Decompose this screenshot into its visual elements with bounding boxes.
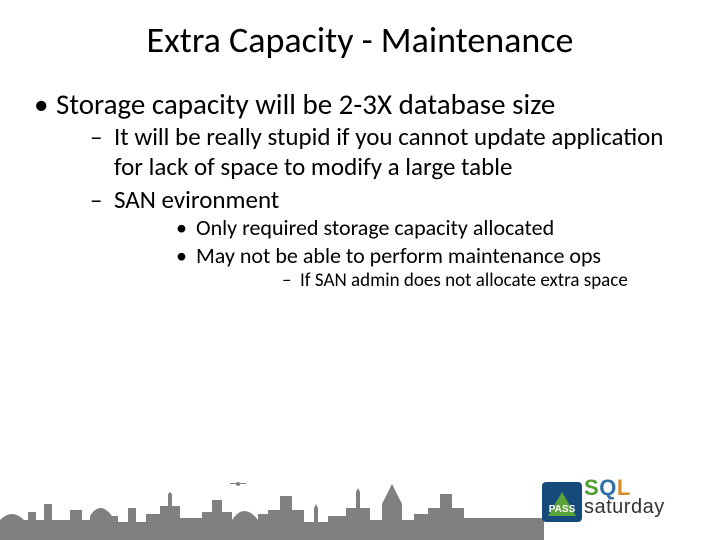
pass-badge-icon: PASS (542, 482, 582, 522)
pass-label: PASS (549, 504, 576, 515)
bullet-lvl3: Only required storage capacity allocated (176, 215, 690, 241)
slide-body: Storage capacity will be 2-3X database s… (30, 86, 690, 298)
slide-title: Extra Capacity - Maintenance (0, 18, 720, 62)
bullet-list-lvl3: Only required storage capacity allocated… (114, 215, 690, 293)
bullet-lvl4: If SAN admin does not allocate extra spa… (282, 270, 690, 293)
bullet-text: If SAN admin does not allocate extra spa… (300, 269, 628, 292)
logo-saturday-text: saturday (584, 496, 665, 519)
bullet-lvl1: Storage capacity will be 2-3X database s… (30, 86, 690, 292)
bullet-text: Only required storage capacity allocated (196, 214, 554, 241)
logo-text-group: SQL saturday (584, 476, 665, 519)
bullet-text: Storage capacity will be 2-3X database s… (56, 86, 555, 122)
bullet-lvl3: May not be able to perform maintenance o… (176, 243, 690, 292)
bullet-list-lvl1: Storage capacity will be 2-3X database s… (30, 86, 690, 292)
bullet-lvl2: It will be really stupid if you cannot u… (90, 122, 690, 181)
bullet-text: It will be really stupid if you cannot u… (114, 121, 663, 182)
sql-saturday-logo: PASS SQL saturday (542, 476, 702, 526)
bullet-list-lvl2: It will be really stupid if you cannot u… (56, 122, 690, 292)
bullet-lvl2: SAN evironment Only required storage cap… (90, 185, 690, 292)
bullet-text: SAN evironment (114, 184, 279, 215)
slide: Extra Capacity - Maintenance Storage cap… (0, 0, 720, 540)
bullet-list-lvl4: If SAN admin does not allocate extra spa… (196, 270, 690, 293)
bullet-text: May not be able to perform maintenance o… (196, 242, 601, 269)
